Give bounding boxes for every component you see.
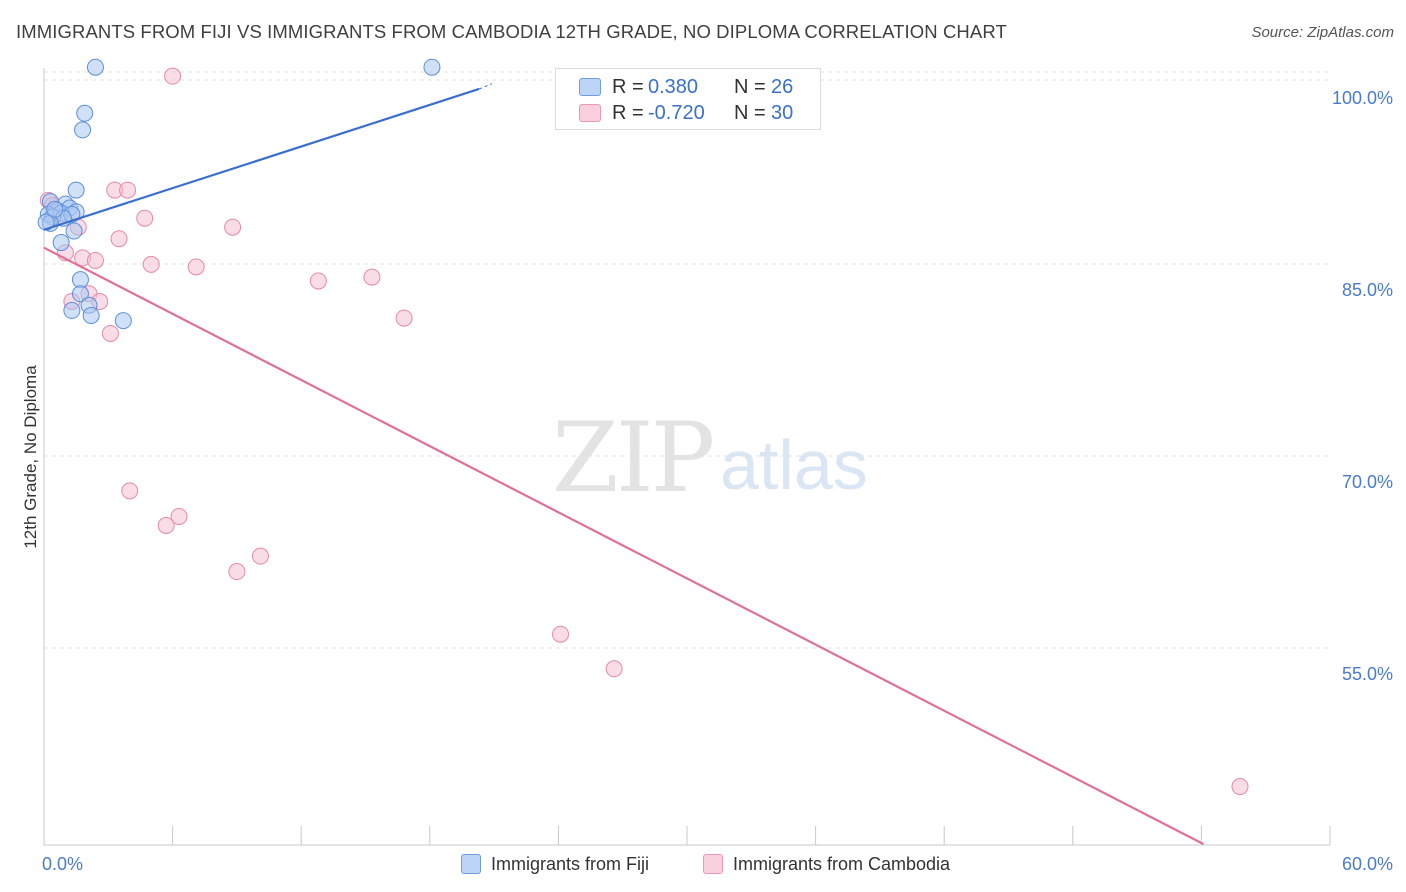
cambodia-points bbox=[39, 67, 1249, 796]
legend-r-value-cambodia: -0.720 bbox=[648, 101, 705, 124]
bottom-legend-swatch-fiji bbox=[461, 854, 481, 874]
bottom-legend-label-cambodia: Immigrants from Cambodia bbox=[733, 853, 951, 874]
cambodia-point bbox=[251, 547, 269, 565]
fiji-point bbox=[114, 312, 132, 330]
y-tick-label: 70.0% bbox=[1342, 472, 1393, 492]
y-tick-label: 55.0% bbox=[1342, 664, 1393, 684]
fiji-point bbox=[65, 222, 83, 240]
fiji-point bbox=[82, 307, 100, 325]
trend-lines bbox=[43, 83, 1205, 846]
cambodia-point bbox=[142, 255, 160, 273]
cambodia-point bbox=[110, 230, 128, 248]
x-tick-label-max: 60.0% bbox=[1342, 854, 1393, 874]
fiji-point bbox=[67, 181, 85, 199]
fiji-point bbox=[86, 58, 104, 76]
cambodia-point bbox=[228, 563, 246, 581]
cambodia-point bbox=[121, 482, 139, 500]
fiji-point bbox=[76, 104, 94, 122]
fiji-point bbox=[423, 58, 441, 76]
cambodia-point bbox=[224, 218, 242, 236]
cambodia-point bbox=[187, 258, 205, 276]
cambodia-point bbox=[164, 67, 182, 85]
y-axis-title: 12th Grade, No Diploma bbox=[21, 365, 40, 549]
correlation-legend: R = 0.380 N = 26 R = -0.720 N = 30 bbox=[555, 68, 821, 130]
cambodia-point bbox=[170, 507, 188, 525]
legend-r-label-cambodia: R = bbox=[612, 101, 644, 124]
bottom-legend-swatch-cambodia bbox=[703, 854, 723, 874]
cambodia-point bbox=[86, 251, 104, 269]
y-tick-label: 85.0% bbox=[1342, 280, 1393, 300]
y-tick-label: 100.0% bbox=[1332, 88, 1393, 108]
cambodia-point bbox=[157, 516, 175, 534]
fiji-point bbox=[71, 285, 89, 303]
chart-title: IMMIGRANTS FROM FIJI VS IMMIGRANTS FROM … bbox=[16, 21, 1007, 42]
source-credit: Source: ZipAtlas.com bbox=[1251, 24, 1394, 41]
bottom-legend-cambodia: Immigrants from Cambodia bbox=[703, 852, 950, 876]
legend-swatch-cambodia bbox=[579, 104, 601, 122]
legend-n-value-cambodia: 30 bbox=[771, 101, 794, 124]
cambodia-point bbox=[136, 209, 154, 227]
cambodia-point bbox=[363, 268, 381, 286]
bottom-legend-label-fiji: Immigrants from Fiji bbox=[491, 853, 650, 874]
tick-labels: 55.0% 70.0% 85.0% 100.0% 0.0% 60.0% 12th Grade… bbox=[21, 88, 1393, 874]
cambodia-point bbox=[395, 309, 413, 327]
legend-swatch-fiji bbox=[579, 78, 601, 96]
fiji-trend-extension bbox=[478, 83, 493, 90]
cambodia-point bbox=[605, 660, 623, 678]
fiji-point bbox=[74, 121, 92, 139]
legend-n-label-cambodia: N = bbox=[734, 101, 766, 124]
cambodia-point bbox=[309, 272, 327, 290]
cambodia-point bbox=[101, 324, 119, 342]
fiji-point bbox=[46, 200, 64, 218]
legend-n-label-fiji: N = bbox=[734, 75, 766, 98]
legend-n-value-fiji: 26 bbox=[771, 75, 794, 98]
cambodia-point bbox=[119, 181, 137, 199]
gridlines bbox=[44, 71, 1330, 649]
fiji-trend-line bbox=[43, 87, 480, 231]
fiji-point bbox=[63, 301, 81, 319]
watermark-atlas: atlas bbox=[720, 426, 868, 504]
legend-r-value-fiji: 0.380 bbox=[648, 75, 699, 98]
cambodia-point bbox=[552, 625, 570, 643]
x-tick-label-min: 0.0% bbox=[42, 854, 83, 874]
cambodia-trend-line bbox=[43, 246, 1205, 846]
cambodia-point bbox=[1231, 778, 1249, 796]
fiji-point bbox=[52, 234, 70, 252]
watermark-zip: ZIP bbox=[552, 402, 715, 514]
fiji-points bbox=[37, 58, 441, 330]
bottom-legend-fiji: Immigrants from Fiji bbox=[461, 852, 649, 876]
legend-r-label-fiji: R = bbox=[612, 75, 644, 98]
